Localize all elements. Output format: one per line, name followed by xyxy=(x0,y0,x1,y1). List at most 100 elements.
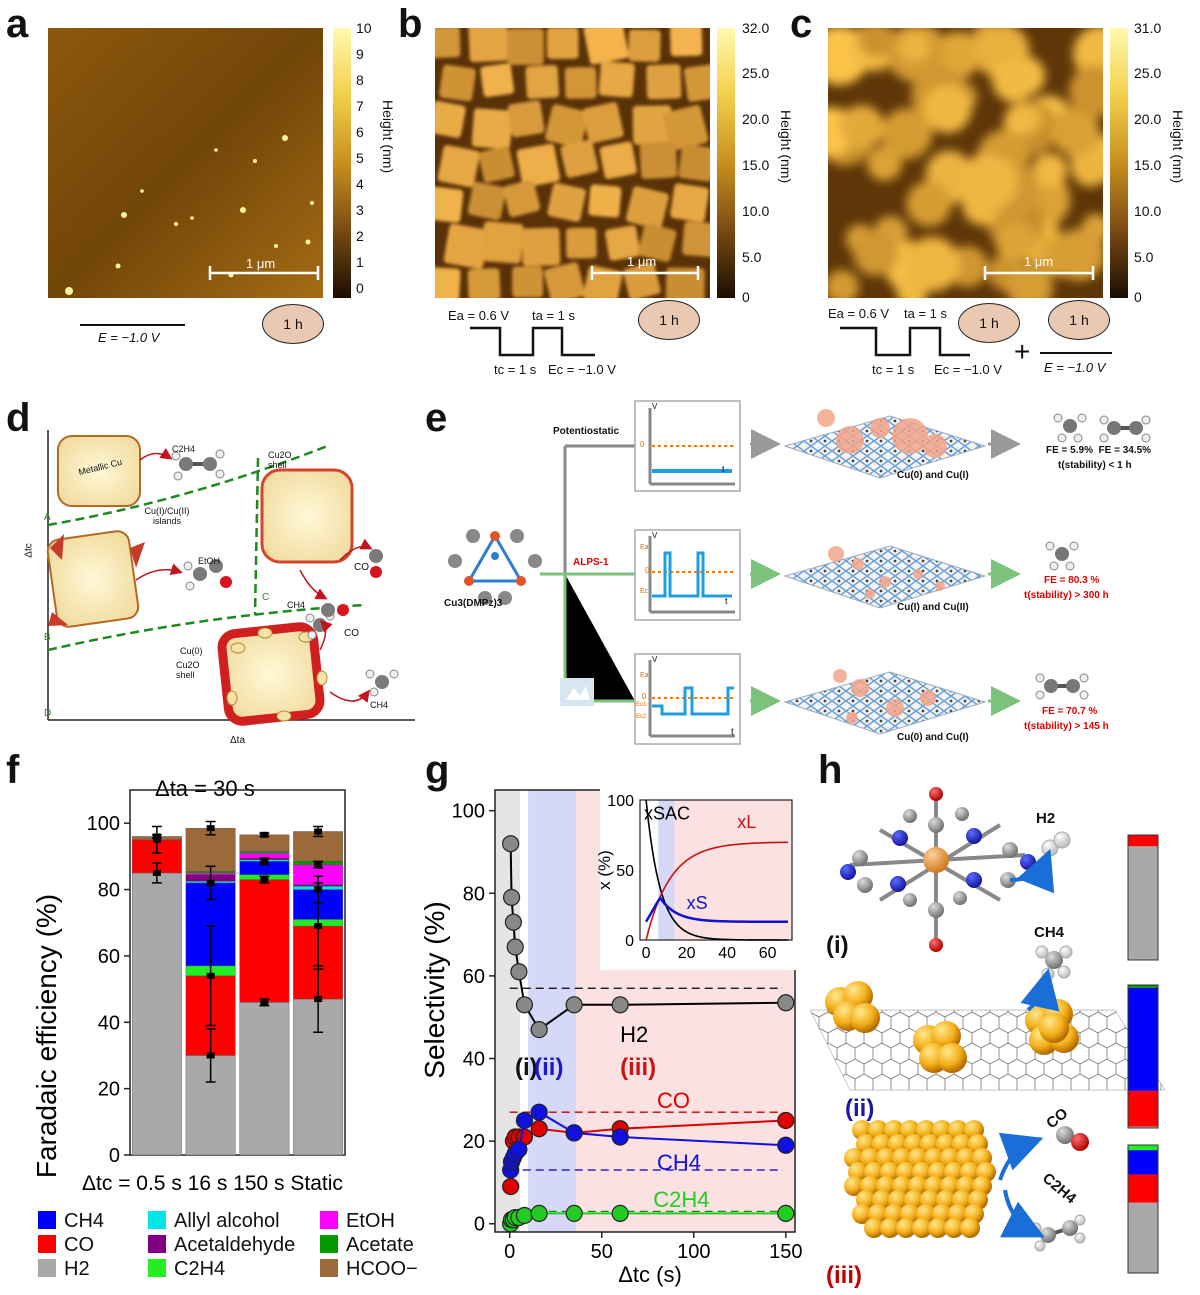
e-fe-2: FE = 80.3 % xyxy=(1044,575,1100,586)
tick: 10.0 xyxy=(1134,203,1162,219)
panel-label-c: c xyxy=(790,2,813,46)
inset-x-tick: 60 xyxy=(759,945,777,962)
panel-e-diagram xyxy=(448,400,1151,745)
data-point xyxy=(502,1177,520,1196)
h-bar-segment xyxy=(1128,987,1158,1091)
h-bar-frame xyxy=(1127,1144,1159,1274)
mean-marker xyxy=(314,886,323,893)
ec-label-b: Ec = −1.0 V xyxy=(548,362,616,377)
data-point xyxy=(530,1120,548,1138)
inset-series-label: xS xyxy=(687,893,708,913)
y-tick-label: 20 xyxy=(463,1131,485,1153)
afm-image-b: 1 μm xyxy=(426,19,722,307)
legend-label: Acetate xyxy=(346,1234,414,1256)
y-tick-label: 80 xyxy=(463,883,485,905)
plus-sign: + xyxy=(1014,336,1031,367)
e-axis-v-2: V xyxy=(652,531,658,540)
y-tick-label: 60 xyxy=(463,966,485,988)
inset-region xyxy=(658,800,675,940)
h-bar-segment xyxy=(1128,846,1158,960)
afm-grain xyxy=(682,221,719,258)
tick: 0 xyxy=(356,280,364,296)
legend-item-c2h4: C2H4 xyxy=(148,1258,225,1281)
h-bar-segment xyxy=(1128,1150,1158,1175)
e-axis-v-1: V xyxy=(652,402,658,411)
colorbar-a xyxy=(333,28,351,298)
inset-series-label: xL xyxy=(737,812,756,832)
afm-grain xyxy=(521,227,561,267)
tick: 5.0 xyxy=(742,249,762,265)
afm-grain xyxy=(467,181,506,221)
inset-curve-xsac xyxy=(645,799,788,941)
chart-g-ylabel: Selectivity (%) xyxy=(420,901,450,1078)
x-tick-label: 100 xyxy=(677,1241,710,1263)
h-bar-frame xyxy=(1127,834,1159,961)
e-ea-3: Ea xyxy=(640,672,649,679)
chart-f-xlabel: Δtc = 0.5 s 16 s 150 s Static xyxy=(82,1172,343,1195)
chart-f: Δta = 30 s Faradaic efficiency (%) 0 20 40… xyxy=(31,776,346,1195)
y-tick-label: 0 xyxy=(109,1145,120,1167)
e-axis-t-3: t xyxy=(731,727,734,738)
afm-grain xyxy=(437,145,480,188)
afm-grain xyxy=(516,143,561,188)
colorbar-unit-c: Height (nm) xyxy=(1170,110,1186,184)
afm-grain xyxy=(995,221,1037,262)
data-point xyxy=(777,1204,795,1223)
tick: 32.0 xyxy=(742,20,770,36)
inset-x-tick: 20 xyxy=(678,945,696,962)
duration-label: 1 h xyxy=(283,316,303,332)
afm-grain xyxy=(1050,107,1100,156)
scale-bar-label-c: 1 μm xyxy=(1024,254,1054,269)
afm-grain xyxy=(598,61,635,98)
inset-x-tick: 40 xyxy=(718,945,736,962)
d-product-etoh: EtOH xyxy=(198,556,221,566)
y-tick-label: 20 xyxy=(98,1079,120,1101)
data-point xyxy=(565,1204,583,1223)
mean-marker xyxy=(314,828,323,835)
shell-label-1: Cu2O shell xyxy=(268,450,292,470)
swatch xyxy=(148,1211,166,1229)
mean-marker xyxy=(152,836,161,843)
y-tick-label: 0 xyxy=(474,1214,485,1236)
e-molecule-label: Cu3(DMPz)3 xyxy=(444,598,503,609)
data-point xyxy=(515,1206,534,1225)
inset-ylabel: x (%) xyxy=(595,850,614,890)
h-bar-segment xyxy=(1128,1126,1158,1128)
mean-marker xyxy=(260,876,269,883)
duration-pill-c1: 1 h xyxy=(958,303,1020,343)
d-product-ch4a: CH4 xyxy=(287,600,306,610)
legend-label: Acetaldehyde xyxy=(174,1234,296,1256)
h-bar-segment xyxy=(1128,835,1158,847)
legend-label: CH4 xyxy=(64,1210,105,1232)
inset-region xyxy=(674,800,792,940)
tick: 0 xyxy=(1134,289,1142,305)
mean-marker xyxy=(314,923,323,930)
tick: 2 xyxy=(356,228,364,244)
d-yaxis: Δtc xyxy=(23,543,35,558)
afm-grain xyxy=(898,31,931,63)
data-point xyxy=(515,1111,534,1130)
afm-grain xyxy=(588,184,622,218)
chart-f-title: Δta = 30 s xyxy=(155,776,255,801)
swatch xyxy=(148,1235,166,1253)
legend-label: C2H4 xyxy=(174,1258,226,1280)
data-point xyxy=(530,1103,548,1121)
e-axis-t-2: t xyxy=(725,596,728,606)
h-label-i: (i) xyxy=(826,932,849,959)
data-point xyxy=(510,963,528,981)
tick: 7 xyxy=(356,98,364,114)
h-bar-segment xyxy=(1128,1202,1158,1273)
d-product-ch4b: CH4 xyxy=(370,700,389,710)
np-atom xyxy=(960,1218,980,1238)
data-point xyxy=(611,996,629,1014)
h-label-iii: (iii) xyxy=(826,1262,862,1289)
afm-grain xyxy=(665,267,705,307)
data-point xyxy=(515,996,534,1014)
afm-grain xyxy=(525,65,560,99)
e-zero-3: 0 xyxy=(642,692,647,701)
afm-grain xyxy=(428,26,461,58)
region-a: A xyxy=(44,512,51,523)
d-product-co2: CO xyxy=(344,628,359,639)
legend-label: HCOO− xyxy=(346,1258,418,1280)
e-stability-2: t(stability) > 300 h xyxy=(1024,590,1109,601)
